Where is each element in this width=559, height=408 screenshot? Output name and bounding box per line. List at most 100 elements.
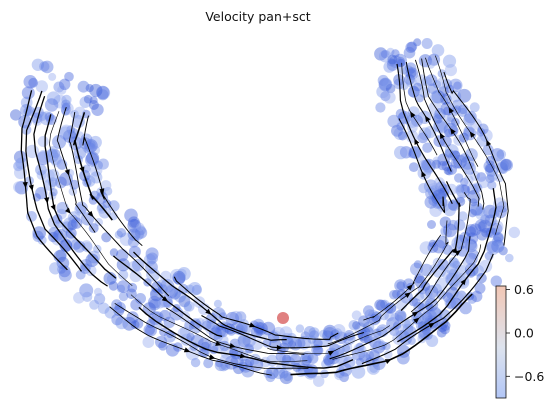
cell-point — [385, 83, 396, 94]
cell-point — [48, 72, 57, 81]
cell-point — [336, 345, 346, 355]
cell-point — [160, 278, 175, 293]
cell-point — [406, 41, 418, 52]
cell-point — [13, 150, 27, 164]
cell-point — [294, 338, 306, 349]
cell-point — [163, 316, 176, 329]
cell-point — [83, 94, 93, 104]
cell-point — [464, 239, 478, 253]
cell-point — [39, 61, 50, 72]
cell-point — [448, 268, 458, 278]
cell-point — [148, 298, 161, 311]
cell-point — [324, 355, 333, 364]
cell-point — [54, 219, 64, 229]
cell-point — [408, 162, 419, 173]
cell-point — [430, 90, 444, 104]
cell-point — [88, 195, 98, 205]
cell-point — [255, 322, 268, 335]
cell-point — [148, 295, 161, 309]
cell-point — [389, 55, 403, 68]
cell-point — [412, 309, 422, 320]
velocity-arrowhead — [384, 359, 392, 364]
cell-point — [281, 335, 294, 348]
cell-point — [61, 94, 72, 105]
cell-point — [80, 263, 91, 275]
velocity-arrowhead — [327, 350, 335, 356]
cell-point — [245, 357, 255, 367]
cell-point — [433, 119, 447, 133]
cell-point — [495, 241, 505, 251]
cell-point — [55, 249, 67, 261]
cell-point — [203, 358, 214, 369]
cell-point — [386, 317, 400, 331]
cell-point — [376, 85, 390, 99]
cell-point — [359, 331, 371, 344]
cell-point — [155, 335, 168, 349]
cell-point — [429, 308, 443, 322]
cell-point — [184, 320, 195, 331]
cell-point — [452, 99, 463, 110]
cell-point — [242, 333, 257, 348]
cell-point — [396, 289, 407, 300]
cell-point — [83, 142, 96, 155]
cell-point — [193, 296, 206, 308]
cell-point — [399, 146, 413, 159]
cell-point — [37, 235, 47, 245]
cell-point — [452, 105, 462, 114]
cell-point — [174, 291, 186, 303]
cell-point — [396, 56, 405, 66]
cell-point — [429, 204, 443, 217]
cell-point — [111, 313, 124, 326]
cell-point — [130, 320, 140, 330]
velocity-arrowhead — [249, 322, 256, 328]
cell-point — [127, 228, 141, 241]
cell-point — [71, 115, 85, 128]
cell-point — [79, 283, 94, 298]
cell-point — [35, 186, 48, 200]
cell-point — [96, 86, 111, 100]
cell-point — [471, 290, 483, 303]
cell-point — [160, 270, 172, 283]
cell-point — [324, 356, 335, 367]
cell-point — [477, 123, 489, 135]
cell-point — [369, 364, 379, 373]
cell-point — [383, 91, 396, 104]
cell-point — [374, 47, 388, 61]
cell-point — [470, 204, 483, 217]
cell-point — [116, 249, 129, 262]
velocity-arrowhead — [414, 138, 420, 145]
cell-point — [410, 148, 422, 159]
cell-point — [500, 158, 513, 172]
cell-point — [351, 365, 366, 379]
cell-point — [398, 111, 412, 125]
cell-point — [393, 53, 407, 68]
cell-point — [286, 332, 297, 343]
cell-point — [154, 320, 164, 329]
cell-point — [58, 126, 73, 140]
cell-point — [143, 253, 156, 266]
cell-point — [146, 252, 158, 264]
cell-point — [179, 311, 191, 323]
cell-point — [205, 323, 217, 335]
cell-point — [390, 312, 400, 323]
cell-point — [486, 241, 500, 256]
cell-point — [410, 262, 423, 276]
cell-point — [432, 156, 441, 165]
velocity-arrowhead — [161, 296, 169, 302]
cell-point — [79, 96, 92, 108]
cell-point — [85, 84, 94, 93]
cell-point — [183, 302, 192, 312]
cell-point — [469, 198, 478, 207]
cell-point — [421, 38, 433, 49]
cell-point — [177, 267, 191, 281]
cell-point — [235, 322, 248, 335]
cell-point — [422, 142, 433, 153]
cell-point — [39, 111, 54, 126]
cell-point — [455, 184, 465, 193]
cell-point — [403, 46, 416, 59]
cell-point — [127, 218, 142, 233]
cell-point — [465, 226, 476, 237]
cell-point — [416, 322, 425, 331]
cell-point — [455, 273, 470, 287]
cell-point — [341, 342, 353, 353]
